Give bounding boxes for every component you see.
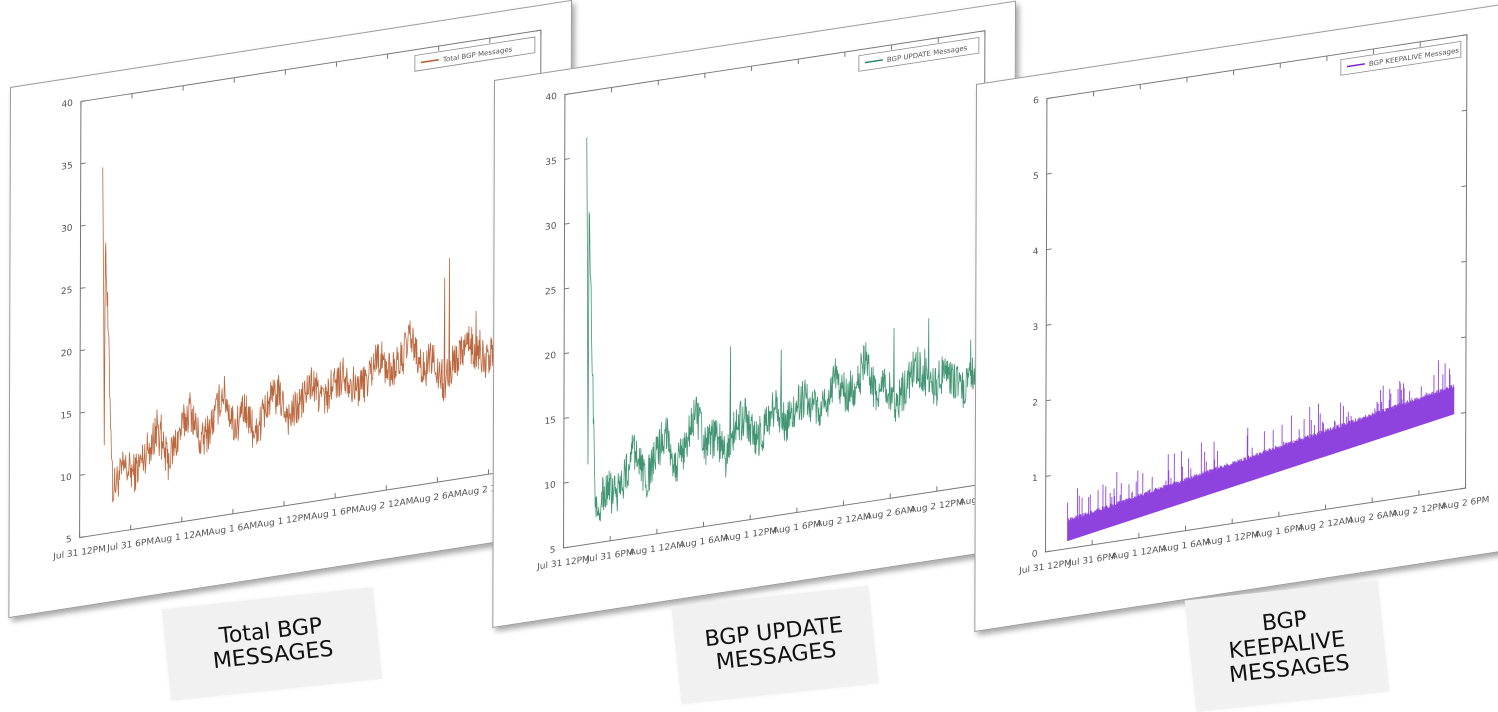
y-tick-label: 10 — [544, 480, 556, 492]
y-tick-right — [1462, 35, 1467, 36]
x-tick-label: Aug 1 12AM — [1112, 544, 1166, 562]
x-tick-label: Jul 31 6PM — [586, 548, 634, 565]
y-tick-label: 20 — [545, 351, 557, 363]
y-tick — [80, 537, 85, 538]
x-tick-label: Aug 2 12AM — [359, 497, 413, 515]
y-tick — [80, 288, 85, 289]
y-tick-right — [1461, 488, 1466, 489]
x-tick-label: Jul 31 12PM — [1018, 559, 1072, 577]
x-tick-label: Aug 2 6AM — [866, 505, 915, 522]
x-tick-label: Aug 1 6PM — [311, 505, 359, 522]
y-tick-label: 40 — [61, 99, 73, 111]
y-tick — [1046, 551, 1051, 552]
y-tick-right — [980, 31, 985, 32]
x-tick-label: Aug 1 12PM — [1205, 530, 1259, 548]
y-tick — [81, 101, 86, 102]
x-tick-label: Aug 2 12AM — [1298, 516, 1352, 534]
x-tick-label: Aug 2 12AM — [816, 512, 870, 530]
y-tick — [1046, 324, 1051, 325]
x-tick-label: Aug 2 6AM — [1348, 509, 1397, 526]
caption-keepalive: BGP KEEPALIVE MESSAGES — [1185, 580, 1390, 712]
y-tick-label: 30 — [545, 221, 557, 233]
y-tick-label: 3 — [1032, 323, 1038, 334]
y-tick — [1046, 249, 1051, 250]
y-tick — [564, 418, 569, 419]
y-tick-label: 35 — [545, 157, 556, 169]
y-tick — [80, 475, 85, 476]
x-tick-label: Jul 31 12PM — [52, 544, 106, 562]
series-line — [586, 78, 977, 523]
y-tick — [565, 159, 570, 160]
y-tick-label: 0 — [1032, 549, 1038, 560]
y-tick-label: 2 — [1032, 398, 1038, 409]
y-tick — [564, 547, 569, 548]
x-tick-label: Aug 1 6AM — [679, 534, 728, 551]
x-tick-label: Aug 1 12AM — [155, 528, 209, 546]
y-tick — [80, 412, 85, 413]
y-tick-label: 25 — [61, 286, 72, 298]
x-tick-label: Aug 1 6AM — [209, 521, 258, 538]
y-tick — [565, 94, 570, 95]
y-tick — [564, 288, 569, 289]
y-tick-label: 20 — [61, 348, 73, 360]
y-tick-right — [1462, 110, 1467, 111]
y-tick — [1047, 173, 1052, 174]
x-tick-label: Aug 1 6PM — [1255, 524, 1303, 541]
y-tick — [565, 223, 570, 224]
y-tick-label: 25 — [545, 286, 556, 298]
y-tick-label: 6 — [1033, 96, 1039, 107]
y-tick-label: 10 — [60, 473, 72, 485]
y-tick-right — [1461, 186, 1466, 187]
y-tick-label: 4 — [1033, 247, 1039, 258]
series-line — [102, 101, 533, 504]
y-tick-label: 40 — [545, 92, 557, 104]
x-tick-label: Jul 31 6PM — [1068, 552, 1116, 569]
plot-frame — [80, 30, 541, 537]
x-tick-label: Aug 1 6AM — [1161, 538, 1210, 555]
y-tick — [1046, 400, 1051, 401]
y-tick — [81, 225, 86, 226]
caption-total: Total BGP MESSAGES — [162, 587, 382, 701]
caption-update: BGP UPDATE MESSAGES — [671, 586, 878, 704]
y-tick — [81, 163, 86, 164]
y-tick-right — [1461, 261, 1466, 262]
x-tick-label: Aug 1 12PM — [257, 512, 311, 530]
x-tick-label: Aug 2 6PM — [1442, 495, 1490, 512]
y-tick-label: 5 — [550, 545, 556, 556]
x-tick-label: Aug 2 12PM — [1392, 502, 1446, 520]
x-tick-label: Aug 2 6AM — [413, 489, 462, 506]
x-tick-label: Aug 1 12PM — [723, 526, 777, 544]
y-tick — [80, 350, 85, 351]
x-tick-label: Aug 1 12AM — [630, 540, 684, 558]
y-tick-label: 30 — [61, 223, 73, 235]
y-tick — [564, 353, 569, 354]
y-tick-label: 15 — [60, 410, 71, 422]
y-tick-label: 5 — [1033, 171, 1039, 182]
y-tick-label: 35 — [61, 161, 72, 173]
y-tick-right — [536, 30, 541, 31]
y-tick-right — [1461, 413, 1466, 414]
y-tick-label: 1 — [1032, 474, 1038, 485]
x-tick-label: Jul 31 6PM — [106, 537, 154, 554]
y-tick-label: 5 — [66, 535, 72, 546]
y-tick-label: 15 — [544, 416, 555, 428]
x-tick-label: Aug 1 6PM — [773, 520, 821, 537]
y-tick-right — [1461, 337, 1466, 338]
y-tick — [564, 482, 569, 483]
y-tick — [1047, 98, 1052, 99]
x-tick-label: Aug 2 12PM — [910, 498, 964, 516]
y-tick — [1046, 476, 1051, 477]
x-tick-label: Jul 31 12PM — [536, 555, 590, 573]
